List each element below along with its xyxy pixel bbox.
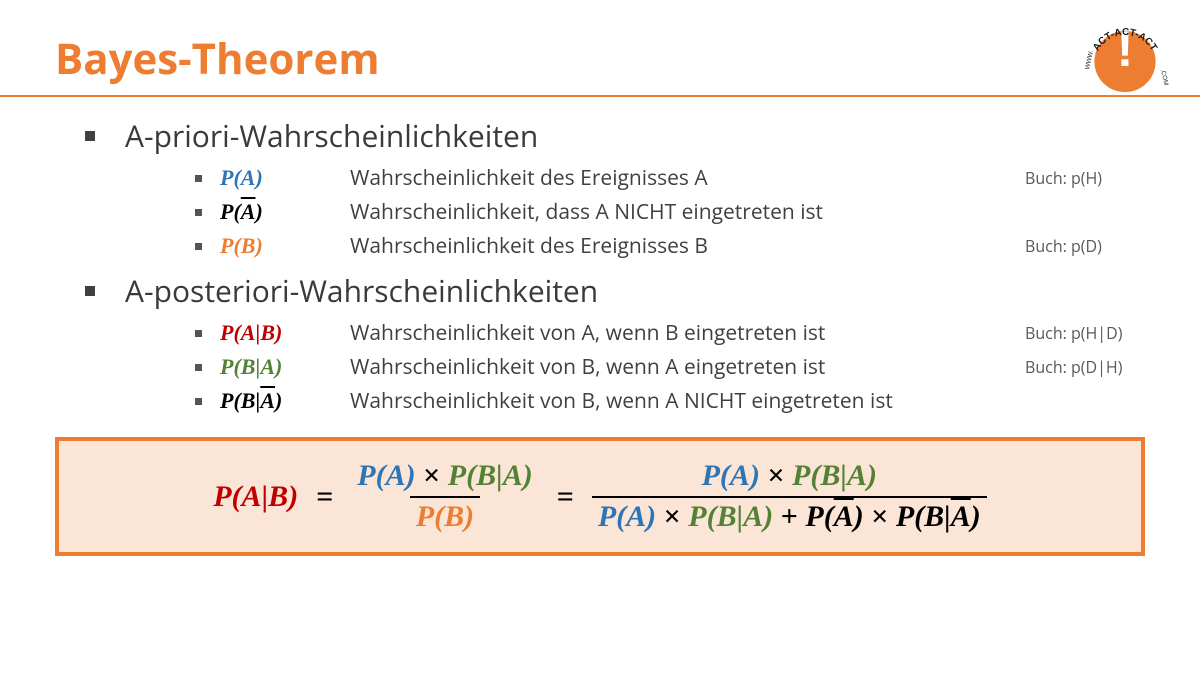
brand-logo: ! ACT-ACT-ACT WWW. .COM [1080, 12, 1170, 102]
aposteriori-heading-text: A-posteriori-Wahrscheinlichkeiten [125, 270, 598, 311]
bullet-icon [195, 364, 202, 371]
list-item: P(B) Wahrscheinlichkeit des Ereignisses … [195, 232, 1145, 260]
equals-sign: = [551, 480, 580, 514]
bullet-icon [195, 330, 202, 337]
book-note: Buch: p(D) [1025, 235, 1145, 257]
prob-desc: Wahrscheinlichkeit von A, wenn B eingetr… [350, 319, 1025, 347]
list-item: P(B|A) Wahrscheinlichkeit von B, wenn A … [195, 353, 1145, 381]
book-note: Buch: p(H|D) [1025, 322, 1145, 344]
aposteriori-heading: A-posteriori-Wahrscheinlichkeiten [85, 270, 1145, 311]
bayes-formula: P(A|B) = P(A) × P(B|A) P(B) = P(A) × P(B… [213, 459, 987, 534]
prob-symbol: P(B|A) [220, 354, 350, 380]
bullet-icon [195, 209, 202, 216]
bullet-icon [195, 175, 202, 182]
fraction-2: P(A) × P(B|A) P(A) × P(B|A) + P(A) × P(B… [592, 459, 987, 534]
apriori-heading: A-priori-Wahrscheinlichkeiten [85, 115, 1145, 156]
prob-desc: Wahrscheinlichkeit des Ereignisses A [350, 164, 1025, 192]
prob-symbol: P(B|A) [220, 388, 350, 414]
apriori-heading-text: A-priori-Wahrscheinlichkeiten [125, 115, 538, 156]
prob-symbol: P(B) [220, 233, 350, 259]
bullet-icon [85, 286, 95, 296]
formula-lhs: P(A|B) [213, 480, 298, 514]
prob-desc: Wahrscheinlichkeit, dass A NICHT eingetr… [350, 198, 1025, 226]
bullet-icon [85, 131, 95, 141]
prob-desc: Wahrscheinlichkeit von B, wenn A eingetr… [350, 353, 1025, 381]
equals-sign: = [310, 480, 339, 514]
slide: ! ACT-ACT-ACT WWW. .COM Bayes-Theorem A-… [0, 0, 1200, 675]
prob-symbol: P(A|B) [220, 320, 350, 346]
svg-text:.COM: .COM [1159, 69, 1169, 87]
list-item: P(A|B) Wahrscheinlichkeit von A, wenn B … [195, 319, 1145, 347]
list-item: P(B|A) Wahrscheinlichkeit von B, wenn A … [195, 387, 1145, 415]
bullet-icon [195, 243, 202, 250]
book-note: Buch: p(D|H) [1025, 356, 1145, 378]
list-item: P(A) Wahrscheinlichkeit, dass A NICHT ei… [195, 198, 1145, 226]
prob-symbol: P(A) [220, 199, 350, 225]
title-divider [0, 95, 1200, 97]
fraction-1: P(A) × P(B|A) P(B) [351, 459, 538, 534]
prob-symbol: P(A) [220, 165, 350, 191]
page-title: Bayes-Theorem [55, 30, 1145, 87]
svg-text:WWW.: WWW. [1084, 50, 1095, 71]
aposteriori-list: P(A|B) Wahrscheinlichkeit von A, wenn B … [85, 319, 1145, 415]
prob-desc: Wahrscheinlichkeit des Ereignisses B [350, 232, 1025, 260]
formula-box: P(A|B) = P(A) × P(B|A) P(B) = P(A) × P(B… [55, 437, 1145, 556]
content-area: A-priori-Wahrscheinlichkeiten P(A) Wahrs… [55, 115, 1145, 415]
book-note: Buch: p(H) [1025, 167, 1145, 189]
prob-desc: Wahrscheinlichkeit von B, wenn A NICHT e… [350, 387, 1025, 415]
bullet-icon [195, 398, 202, 405]
list-item: P(A) Wahrscheinlichkeit des Ereignisses … [195, 164, 1145, 192]
apriori-list: P(A) Wahrscheinlichkeit des Ereignisses … [85, 164, 1145, 260]
